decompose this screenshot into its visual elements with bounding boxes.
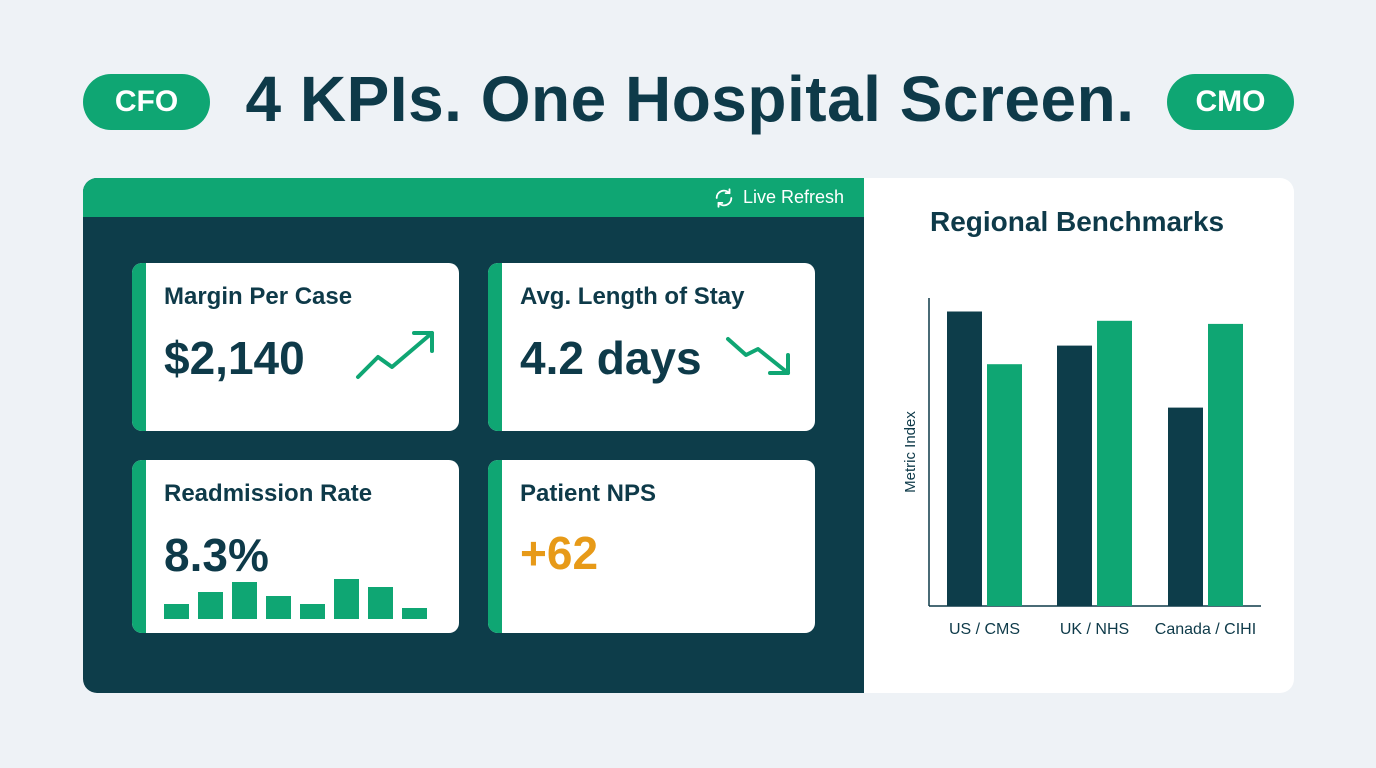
readmission-sparkline <box>164 575 427 619</box>
kpi-card-avg-length-of-stay[interactable]: Avg. Length of Stay 4.2 days <box>488 263 815 431</box>
kpi-value: $2,140 <box>164 332 305 384</box>
sparkline-bar <box>300 604 325 619</box>
kpi-value: +62 <box>520 527 599 579</box>
kpi-label: Readmission Rate <box>164 480 373 507</box>
kpi-card-readmission-rate[interactable]: Readmission Rate 8.3% <box>132 460 459 633</box>
x-tick-label: US / CMS <box>949 621 1020 638</box>
chart-bar <box>1208 323 1243 606</box>
kpi-card-margin-per-case[interactable]: Margin Per Case $2,140 <box>132 263 459 431</box>
live-refresh-button[interactable]: Live Refresh <box>713 178 844 217</box>
kpi-label: Patient NPS <box>520 480 657 507</box>
x-tick-label: Canada / CIHI <box>1155 621 1256 638</box>
sparkline-bar <box>402 608 427 619</box>
chart-bar <box>947 311 982 606</box>
page-title: 4 KPIs. One Hospital Screen. <box>245 63 1135 135</box>
sparkline-bar <box>368 587 393 619</box>
x-tick-label: UK / NHS <box>1060 621 1129 638</box>
trend-down-icon <box>726 337 790 375</box>
sparkline-bar <box>266 596 291 619</box>
trend-up-icon <box>356 331 434 379</box>
cmo-badge: CMO <box>1167 74 1294 130</box>
chart-bar <box>1057 345 1092 606</box>
chart-bar <box>1097 320 1132 606</box>
chart-bar <box>987 364 1022 606</box>
refresh-icon <box>715 187 733 208</box>
kpi-panel: Live Refresh Margin Per Case $2,140 Avg.… <box>83 178 864 693</box>
kpi-card-patient-nps[interactable]: Patient NPS +62 <box>488 460 815 633</box>
dashboard-panel: Live Refresh Margin Per Case $2,140 Avg.… <box>83 178 1294 693</box>
kpi-value: 4.2 days <box>520 332 702 384</box>
sparkline-bar <box>334 579 359 619</box>
sparkline-bar <box>232 582 257 619</box>
regional-benchmarks-chart: US / CMS UK / NHS Canada / CIHI Metric Inde… <box>902 298 1261 638</box>
sparkline-bar <box>164 604 189 619</box>
kpi-topbar: Live Refresh <box>83 178 864 217</box>
sparkline-bar <box>198 592 223 619</box>
refresh-label: Live Refresh <box>742 187 844 207</box>
cfo-badge: CFO <box>83 74 210 130</box>
chart-title: Regional Benchmarks <box>930 206 1225 237</box>
kpi-value: 8.3% <box>164 529 269 581</box>
kpi-label: Avg. Length of Stay <box>520 283 745 310</box>
y-axis-label: Metric Index <box>902 411 919 493</box>
chart-bar <box>1168 407 1203 606</box>
kpi-label: Margin Per Case <box>164 283 353 310</box>
